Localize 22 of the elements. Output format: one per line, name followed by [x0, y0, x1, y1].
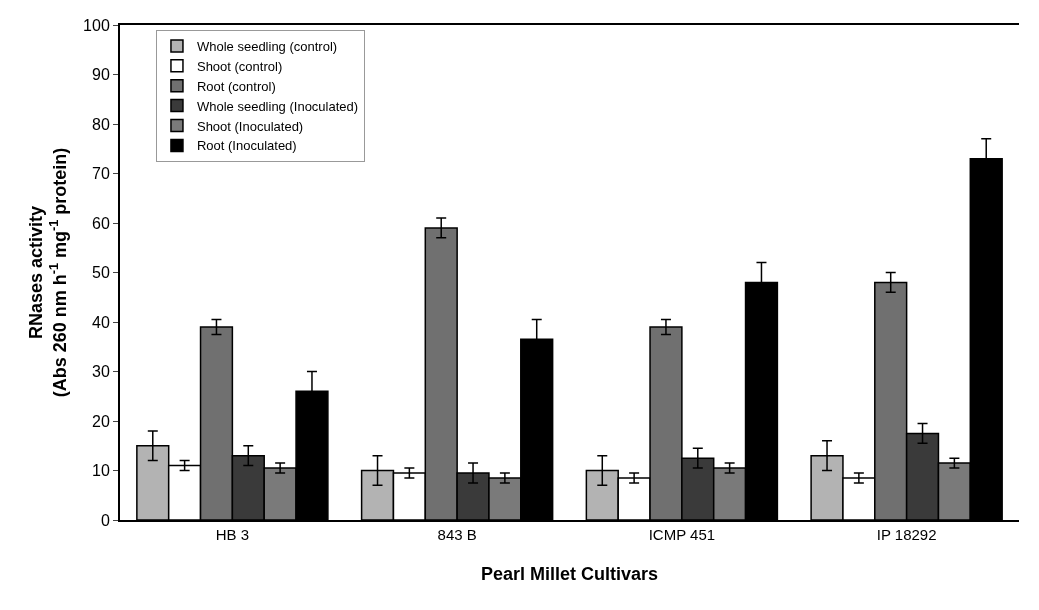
y-tick-label: 90 [92, 66, 110, 84]
y-tick-label: 0 [100, 511, 110, 529]
y-tick-label: 30 [92, 363, 110, 381]
legend-label: Whole seedling (Inoculated) [196, 98, 359, 114]
y-tick-label: 20 [92, 412, 110, 430]
legend-label: Root (control) [196, 78, 276, 94]
x-axis-title: Pearl Millet Cultivars [480, 563, 659, 584]
y-tick-label: 60 [92, 214, 110, 232]
x-tick-label: 843 B [437, 526, 477, 543]
legend-label: Root (Inoculated) [196, 138, 297, 154]
x-tick-label: HB 3 [215, 526, 250, 543]
legend-label: Shoot (Inoculated) [196, 118, 304, 134]
y-tick-label: 80 [92, 115, 110, 133]
x-tick-label: ICMP 451 [648, 526, 716, 543]
y-tick-label: 100 [83, 16, 110, 34]
y-tick-label: 10 [92, 462, 110, 480]
y-tick-label: 70 [92, 165, 110, 183]
legend-label: Whole seedling (control) [196, 38, 338, 54]
x-tick-label: IP 18292 [876, 526, 937, 543]
y-tick-label: 50 [92, 264, 110, 282]
y-tick-label: 40 [92, 313, 110, 331]
legend-label: Shoot (control) [196, 58, 283, 74]
